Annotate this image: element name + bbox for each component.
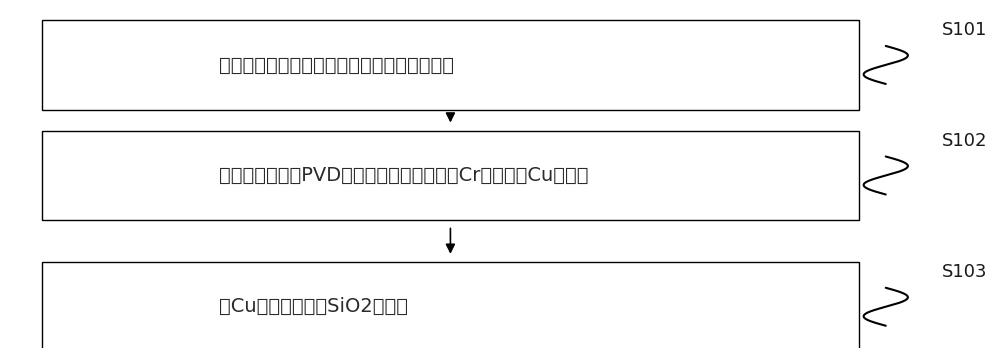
Bar	[42, 131, 859, 220]
Text: S102: S102	[942, 132, 988, 150]
Text: 用等离子体辅助PVD方法在基底上依次沉积Cr粘接层和Cu反射层: 用等离子体辅助PVD方法在基底上依次沉积Cr粘接层和Cu反射层	[219, 166, 589, 185]
Text: 采用无水乙醇、乙醚和碳酸钙对基底进行清理: 采用无水乙醇、乙醚和碳酸钙对基底进行清理	[219, 55, 454, 74]
Bar	[42, 262, 859, 351]
Text: 在Cu反射层上沉积SiO2保护层: 在Cu反射层上沉积SiO2保护层	[219, 297, 408, 316]
Text: S101: S101	[942, 21, 988, 39]
Text: S103: S103	[942, 263, 988, 281]
Bar	[42, 20, 859, 110]
